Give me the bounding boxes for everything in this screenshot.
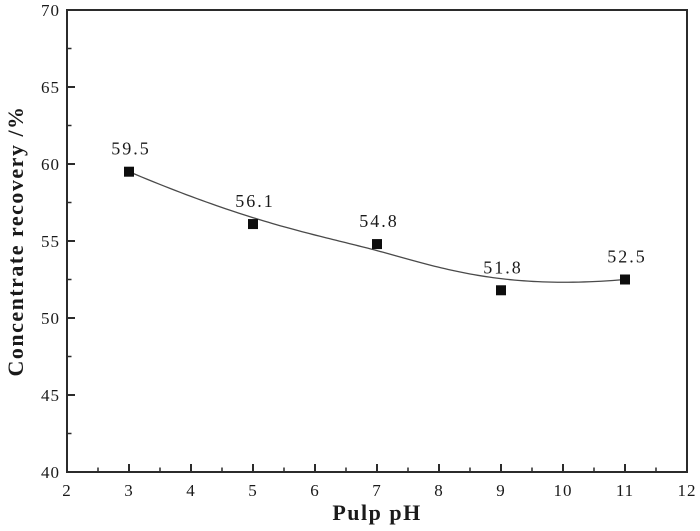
y-tick-label: 60 — [41, 155, 60, 174]
x-tick-label: 9 — [496, 481, 506, 500]
y-tick-label: 55 — [41, 232, 60, 251]
data-point-label: 54.8 — [359, 211, 399, 231]
data-point-label: 51.8 — [483, 257, 523, 277]
data-point-label: 52.5 — [607, 247, 647, 267]
data-point-marker — [248, 219, 258, 230]
y-tick-label: 65 — [41, 78, 60, 97]
x-tick-label: 10 — [554, 481, 573, 500]
x-tick-label: 12 — [678, 481, 697, 500]
data-point-marker — [124, 166, 134, 177]
x-tick-label: 3 — [124, 481, 134, 500]
data-point-marker — [372, 239, 382, 250]
y-axis-title: Concentrate recovery /% — [3, 105, 28, 377]
x-tick-label: 4 — [186, 481, 196, 500]
data-point-marker — [496, 285, 506, 296]
x-tick-label: 11 — [616, 481, 634, 500]
x-tick-label: 8 — [434, 481, 444, 500]
x-tick-label: 2 — [62, 481, 72, 500]
x-tick-label: 5 — [248, 481, 258, 500]
x-axis-title: Pulp pH — [332, 500, 422, 525]
data-curve — [128, 171, 626, 283]
plot-frame — [66, 9, 688, 473]
y-tick-label: 70 — [41, 1, 60, 20]
x-tick-label: 7 — [372, 481, 382, 500]
y-tick-label: 40 — [41, 463, 60, 482]
x-tick-label: 6 — [310, 481, 320, 500]
data-point-label: 59.5 — [111, 139, 151, 159]
data-point-label: 56.1 — [235, 191, 275, 211]
y-tick-label: 50 — [41, 309, 60, 328]
data-point-marker — [620, 274, 630, 285]
y-tick-label: 45 — [41, 386, 60, 405]
